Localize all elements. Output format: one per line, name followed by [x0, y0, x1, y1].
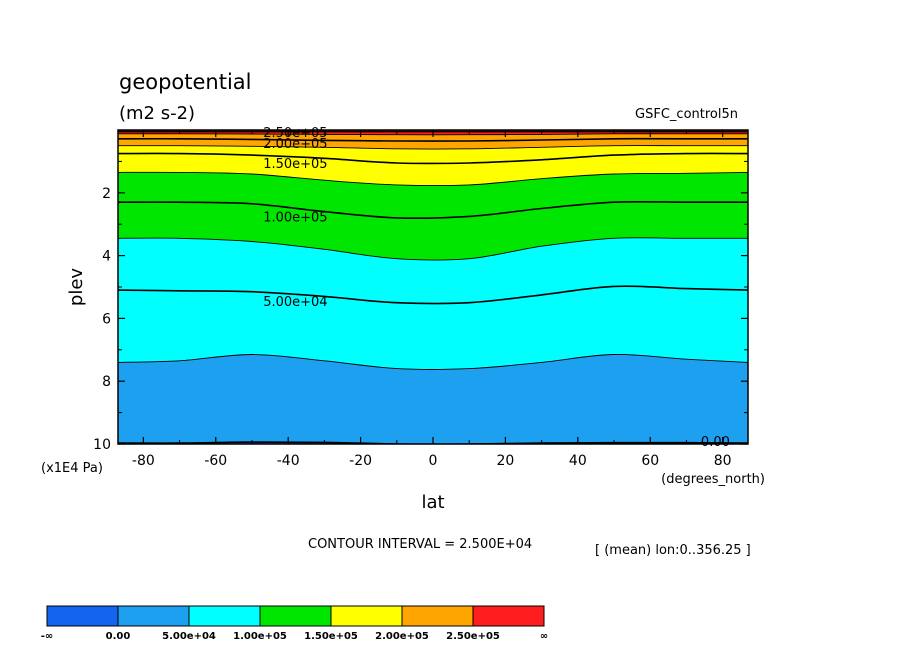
colorbar-label: 0.00	[106, 631, 131, 642]
x-axis-label: lat	[421, 492, 444, 513]
contour-line-175000	[118, 145, 748, 150]
contour-line-125000	[118, 171, 748, 187]
x-tick-label: -80	[132, 453, 155, 469]
colorbar-label: 1.00e+05	[233, 631, 287, 642]
colorbar-swatch	[259, 605, 332, 627]
x-tick-label: 60	[641, 453, 659, 469]
colorbar: -∞ 0.00 5.00e+04 1.00e+05 1.50e+05 2.00e+05 2.…	[41, 605, 548, 642]
contour-label-0: 0.00	[701, 435, 730, 450]
y-axis-ticks: 2 4 6 8 10	[93, 160, 748, 453]
contour-line-0	[118, 441, 748, 444]
colorbar-label: 1.50e+05	[304, 631, 358, 642]
dataset-label: GSFC_control5n	[635, 107, 738, 122]
colorbar-swatch	[401, 605, 474, 627]
contour-label-100000: 1.00e+05	[263, 210, 327, 225]
x-tick-label: 20	[496, 453, 514, 469]
x-tick-label: 40	[569, 453, 587, 469]
chart-title: geopotential	[119, 70, 252, 94]
colorbar-swatch	[330, 605, 403, 627]
y-tick-label: 2	[102, 186, 111, 202]
colorbar-label: 2.50e+05	[446, 631, 500, 642]
x-tick-label: -40	[277, 453, 300, 469]
colorbar-label: ∞	[540, 631, 548, 642]
colorbar-label: -∞	[41, 631, 53, 642]
contour-line-150000	[118, 152, 748, 165]
plot-area: 0.00 5.00e+04 1.00e+05 1.50e+05 2.00e+052.50…	[93, 126, 749, 469]
contour-fills	[118, 130, 748, 444]
colorbar-swatch	[117, 605, 190, 627]
y-axis-label: plev	[66, 268, 87, 307]
x-axis-ticks: -80 -60 -40 -20 0 20 40 60 80	[132, 130, 732, 469]
contour-label-200000: 2.00e+05	[263, 137, 327, 152]
y-tick-label: 4	[102, 249, 111, 265]
colorbar-label: 2.00e+05	[375, 631, 429, 642]
contour-interval-note: CONTOUR INTERVAL = 2.500E+04	[308, 537, 532, 552]
x-tick-label: -60	[204, 453, 227, 469]
contour-label-150000: 1.50e+05	[263, 157, 327, 172]
x-tick-label: 80	[714, 453, 732, 469]
contour-label-250000: 2.50e+05	[263, 126, 327, 141]
x-axis-units: (degrees_north)	[661, 472, 765, 487]
colorbar-label: 5.00e+04	[162, 631, 216, 642]
y-axis-units: (x1E4 Pa)	[41, 461, 103, 476]
contour-line-50000	[118, 285, 748, 305]
contour-line-100000	[118, 200, 748, 220]
x-tick-label: 0	[429, 453, 438, 469]
colorbar-swatch	[472, 605, 545, 627]
colorbar-swatch	[46, 605, 119, 627]
colorbar-swatch	[188, 605, 261, 627]
y-tick-label: 10	[93, 437, 111, 453]
y-tick-label: 6	[102, 311, 111, 327]
y-tick-label: 8	[102, 374, 111, 390]
mean-note: [ (mean) lon:0..356.25 ]	[595, 543, 751, 558]
chart-units: (m2 s-2)	[119, 103, 195, 124]
contour-line-75000	[118, 237, 748, 261]
x-tick-label: -20	[349, 453, 372, 469]
contour-line-200000	[118, 137, 748, 142]
contour-line-25000	[118, 354, 748, 370]
contour-label-50000: 5.00e+04	[263, 295, 327, 310]
